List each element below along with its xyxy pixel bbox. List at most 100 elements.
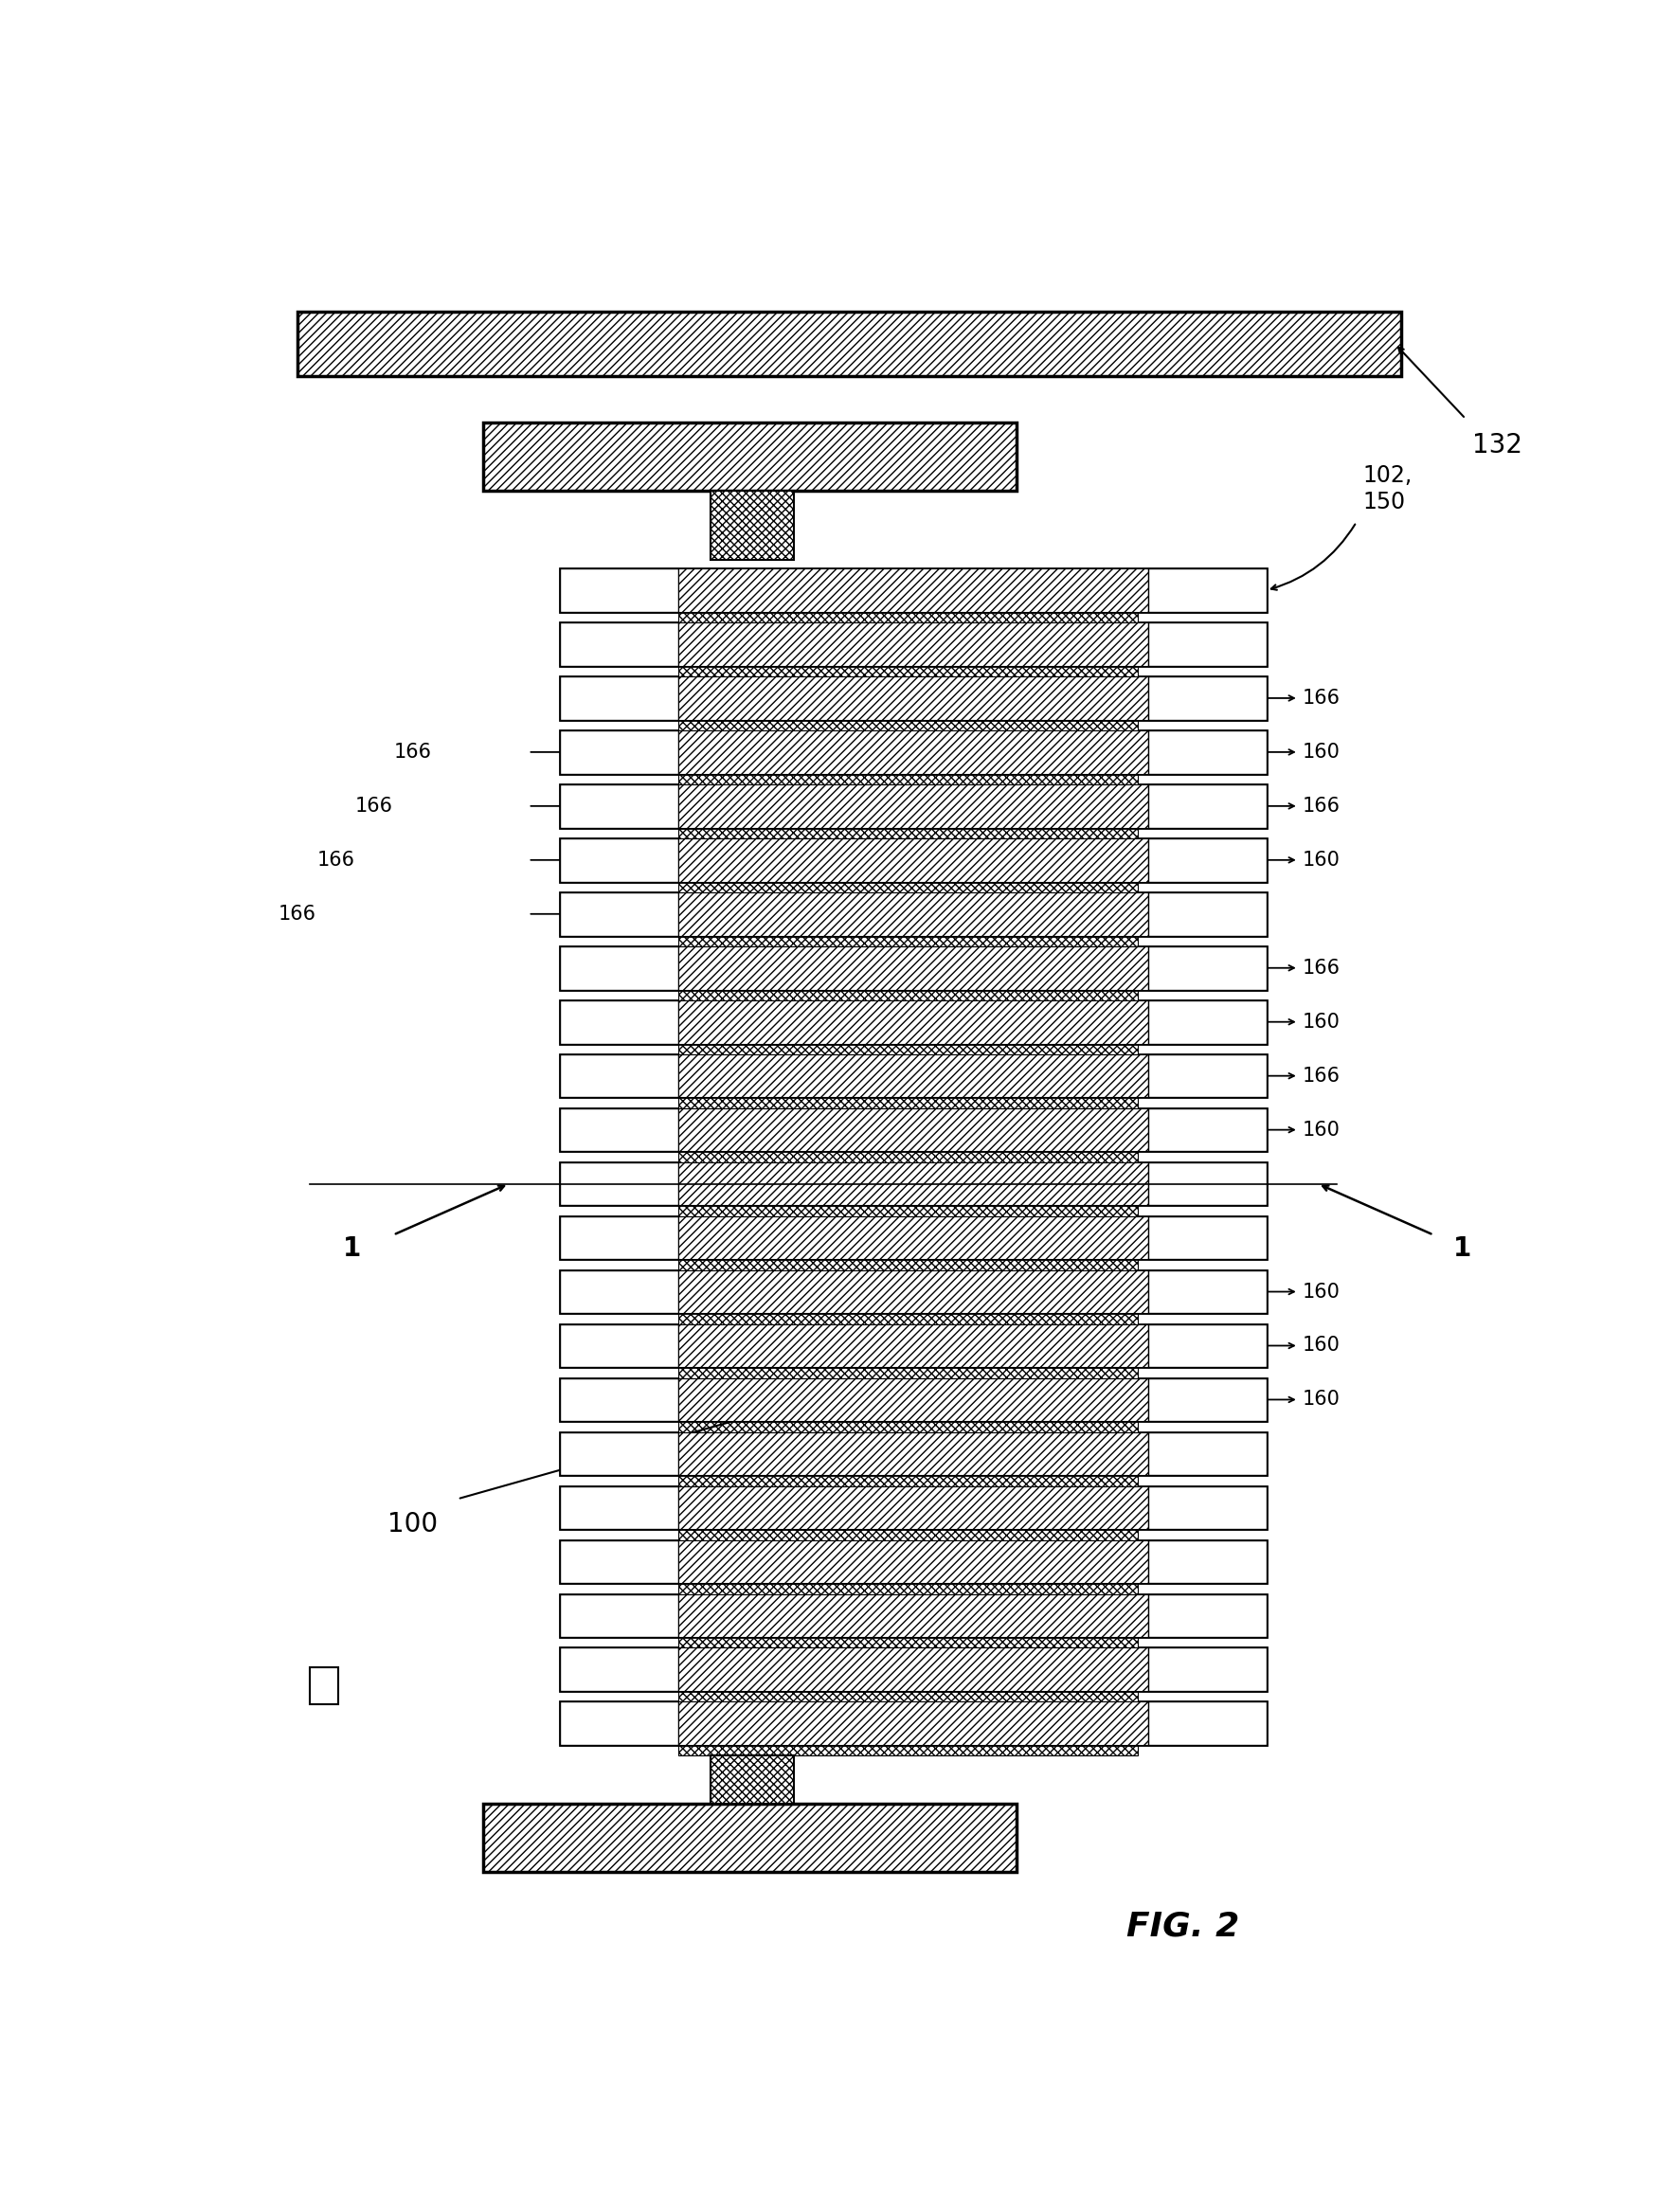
Bar (677, 1314, 1138, 1325)
Bar (1148, 1431, 1265, 1475)
Text: 1: 1 (343, 1234, 361, 1261)
Bar (560, 1161, 1265, 1206)
Bar (1148, 1161, 1265, 1206)
Bar (560, 838, 677, 883)
Bar (560, 568, 677, 613)
Bar (677, 1378, 1148, 1422)
Bar (560, 1701, 677, 1745)
Bar (560, 1486, 677, 1528)
Bar (1148, 1000, 1265, 1044)
Bar (560, 1540, 677, 1584)
Bar (560, 785, 677, 827)
Bar (677, 774, 1138, 785)
Bar (677, 1055, 1148, 1097)
Bar (560, 1108, 677, 1152)
Text: 102,
150: 102, 150 (1361, 465, 1411, 513)
Text: 166: 166 (1302, 688, 1340, 708)
Text: 160: 160 (1302, 1283, 1340, 1301)
Bar (677, 730, 1148, 774)
Text: 100: 100 (388, 1511, 439, 1537)
Bar (1148, 677, 1265, 719)
Text: 160: 160 (1302, 743, 1340, 761)
Bar (677, 1422, 1138, 1431)
Bar (560, 1055, 1265, 1097)
Bar (560, 1055, 677, 1097)
Bar (560, 730, 677, 774)
Bar (677, 989, 1138, 1000)
Bar (677, 785, 1148, 827)
Text: 166: 166 (1302, 1066, 1340, 1086)
Bar (677, 622, 1148, 666)
Bar (677, 666, 1138, 677)
Bar (560, 1648, 1265, 1690)
Text: 132: 132 (1471, 431, 1522, 458)
Bar (677, 613, 1138, 622)
Text: FIG. 2: FIG. 2 (1126, 1909, 1239, 1942)
Bar (1148, 1648, 1265, 1690)
Bar (560, 1648, 677, 1690)
Bar (560, 838, 1265, 883)
Text: 166: 166 (278, 905, 316, 922)
Bar (560, 1378, 1265, 1422)
Bar (1148, 785, 1265, 827)
Bar (1148, 1486, 1265, 1528)
Bar (484, 1803, 1015, 1871)
Bar (677, 1108, 1148, 1152)
Bar (560, 1270, 1265, 1314)
Bar (710, 1756, 793, 1803)
Bar (677, 1044, 1138, 1055)
Bar (560, 677, 677, 719)
Bar (1148, 1701, 1265, 1745)
Bar (677, 947, 1148, 989)
Text: 160: 160 (1302, 852, 1340, 869)
Bar (677, 719, 1138, 730)
Bar (677, 891, 1148, 936)
Bar (677, 1325, 1148, 1367)
Bar (677, 1701, 1148, 1745)
Bar (560, 1486, 1265, 1528)
Bar (1148, 891, 1265, 936)
Bar (677, 1584, 1138, 1595)
Bar (677, 1217, 1148, 1259)
Bar (677, 1431, 1148, 1475)
Bar (560, 1000, 1265, 1044)
Bar (1148, 1055, 1265, 1097)
Bar (677, 1152, 1138, 1161)
Bar (560, 947, 677, 989)
Bar (560, 1431, 1265, 1475)
Bar (1148, 1217, 1265, 1259)
Bar (1148, 1108, 1265, 1152)
Text: 1: 1 (1452, 1234, 1471, 1261)
Bar (677, 1595, 1148, 1637)
Bar (677, 677, 1148, 719)
Text: 160: 160 (1302, 1389, 1340, 1409)
Bar (484, 422, 1015, 491)
Bar (677, 1270, 1148, 1314)
Bar (560, 1378, 677, 1422)
Bar (677, 1097, 1138, 1108)
Bar (1148, 730, 1265, 774)
Bar (677, 1540, 1148, 1584)
Bar (1148, 1270, 1265, 1314)
Text: 166: 166 (316, 852, 354, 869)
Bar (560, 1325, 1265, 1367)
Bar (677, 883, 1138, 891)
Bar (677, 568, 1148, 613)
Bar (1148, 1595, 1265, 1637)
Bar (1148, 568, 1265, 613)
Bar (560, 947, 1265, 989)
Text: 166: 166 (394, 743, 432, 761)
Bar (560, 677, 1265, 719)
Bar (560, 622, 1265, 666)
Bar (560, 622, 677, 666)
Bar (677, 1475, 1138, 1486)
Bar (677, 1690, 1138, 1701)
Bar (560, 1431, 677, 1475)
Bar (560, 1161, 677, 1206)
Bar (1148, 838, 1265, 883)
Bar (677, 1648, 1148, 1690)
Bar (560, 568, 1265, 613)
Bar (1148, 622, 1265, 666)
Bar (677, 936, 1138, 947)
Bar (710, 491, 793, 560)
